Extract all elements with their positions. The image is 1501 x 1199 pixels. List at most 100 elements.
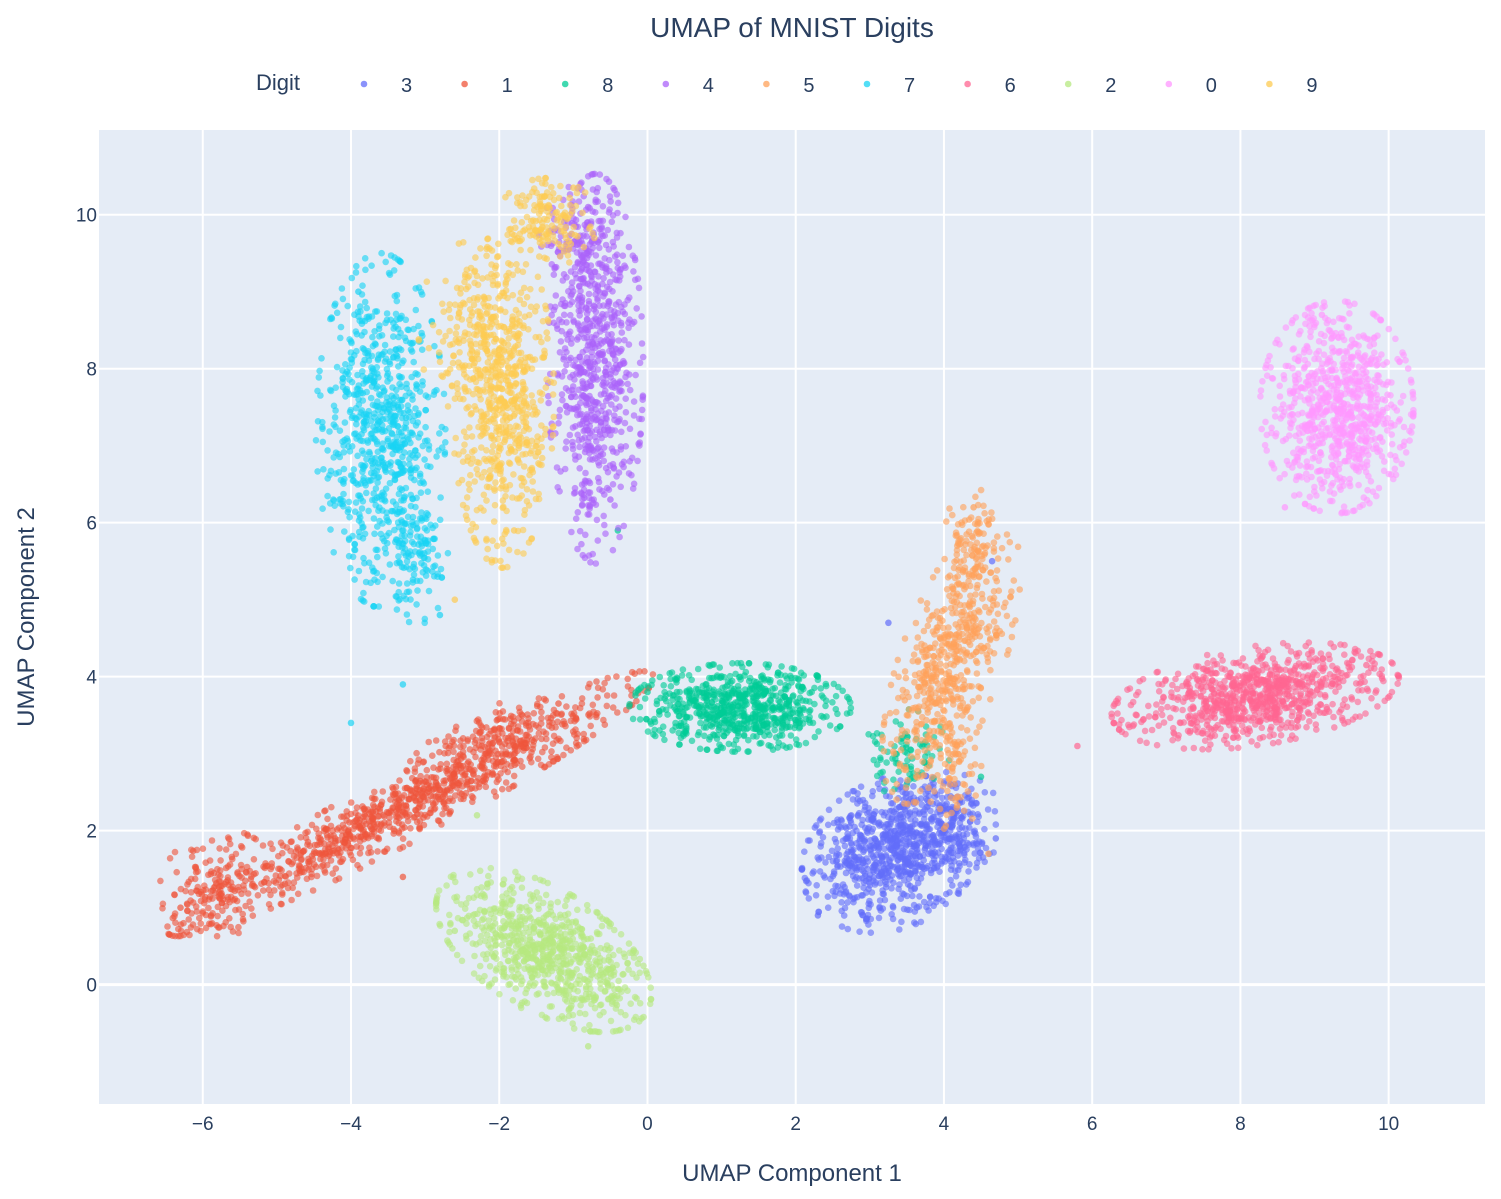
point-digit-1: [205, 871, 212, 879]
point-digit-8: [806, 713, 813, 721]
point-digit-1: [308, 821, 316, 829]
point-digit-8: [626, 703, 633, 710]
point-digit-7: [357, 495, 365, 502]
legend-item-8[interactable]: 8: [561, 75, 613, 97]
point-digit-3: [963, 830, 971, 838]
legend-item-1[interactable]: 1: [461, 75, 513, 97]
point-digit-4: [563, 319, 570, 326]
legend-label: 0: [1206, 75, 1217, 97]
point-digit-3: [913, 855, 920, 862]
point-digit-5: [903, 711, 911, 719]
point-digit-3: [842, 869, 850, 877]
point-digit-5: [1003, 612, 1011, 620]
point-digit-3: [821, 874, 829, 881]
point-digit-8: [795, 719, 802, 727]
point-digit-7: [382, 319, 389, 327]
point-digit-3: [802, 877, 810, 885]
point-digit-8: [772, 734, 780, 741]
point-digit-1: [589, 731, 597, 739]
point-digit-8: [977, 773, 985, 781]
point-digit-4: [618, 380, 625, 387]
legend-item-6[interactable]: 6: [964, 75, 1016, 97]
point-digit-4: [605, 486, 613, 494]
point-digit-4: [611, 253, 619, 260]
point-digit-8: [641, 695, 649, 702]
point-digit-7: [358, 505, 366, 512]
point-digit-4: [598, 351, 605, 359]
point-digit-1: [207, 912, 215, 919]
point-digit-1: [443, 760, 451, 768]
point-digit-4: [595, 342, 602, 350]
point-digit-1: [478, 764, 485, 771]
point-digit-4: [632, 371, 639, 379]
point-digit-8: [678, 672, 686, 679]
legend-items[interactable]: 3 1 8 4 5 7 6 2 0 9: [360, 75, 1318, 97]
point-digit-5: [971, 565, 978, 573]
point-digit-8: [763, 723, 771, 730]
plot-area[interactable]: [99, 130, 1485, 1104]
legend-item-4[interactable]: 4: [662, 75, 714, 97]
point-digit-4: [608, 331, 615, 338]
point-digit-4: [582, 469, 589, 477]
point-digit-8: [673, 674, 680, 681]
legend-item-7[interactable]: 7: [863, 75, 915, 97]
point-digit-1: [517, 743, 524, 750]
point-digit-1: [284, 884, 292, 892]
point-digit-5: [962, 651, 969, 659]
point-digit-4: [620, 522, 628, 530]
point-digit-5: [957, 794, 965, 801]
point-digit-4: [592, 252, 600, 259]
point-digit-1: [365, 849, 372, 857]
point-digit-8: [897, 721, 904, 728]
legend-item-3[interactable]: 3: [360, 75, 412, 97]
point-digit-3: [984, 806, 992, 813]
point-digit-5: [968, 532, 976, 540]
point-digit-4: [563, 361, 570, 369]
point-digit-5: [957, 558, 964, 566]
point-digit-1: [313, 872, 321, 880]
point-digit-4: [622, 409, 630, 416]
point-digit-4: [618, 322, 625, 329]
point-digit-1: [378, 798, 386, 806]
point-digit-3: [903, 790, 910, 797]
point-digit-8: [683, 689, 690, 696]
legend-item-5[interactable]: 5: [763, 75, 815, 97]
point-digit-3: [974, 818, 981, 826]
point-digit-1: [464, 736, 472, 743]
point-digit-1: [614, 709, 621, 716]
point-digit-1: [381, 813, 388, 820]
point-digit-3: [991, 808, 999, 815]
legend-label: 7: [904, 75, 915, 97]
point-digit-1: [288, 838, 295, 845]
point-digit-1: [309, 887, 317, 894]
point-digit-1: [610, 692, 618, 699]
point-digit-1: [323, 861, 331, 869]
legend-item-0[interactable]: 0: [1165, 75, 1217, 97]
point-digit-1: [539, 748, 546, 756]
point-digit-4: [561, 368, 568, 375]
legend-item-9[interactable]: 9: [1266, 75, 1318, 97]
point-digit-1: [495, 776, 502, 783]
point-digit-7: [412, 306, 420, 314]
point-digit-1: [601, 721, 609, 728]
point-digit-1: [407, 825, 414, 832]
point-digit-5: [912, 619, 920, 627]
point-digit-3: [952, 873, 960, 880]
point-digit-8: [669, 727, 676, 734]
point-digit-3: [809, 870, 816, 877]
point-digit-5: [984, 542, 991, 549]
point-digit-5: [985, 521, 992, 528]
point-digit-1: [287, 847, 294, 855]
legend-item-2[interactable]: 2: [1064, 75, 1116, 97]
point-digit-5: [913, 753, 921, 761]
point-digit-4: [616, 533, 623, 541]
point-digit-8: [746, 687, 753, 694]
point-digit-4: [580, 491, 588, 499]
point-digit-5: [952, 532, 960, 539]
point-digit-4: [569, 445, 577, 453]
point-digit-8: [775, 697, 782, 704]
point-digit-1: [187, 875, 195, 883]
point-digit-5: [965, 601, 972, 608]
point-digit-8: [769, 746, 777, 753]
